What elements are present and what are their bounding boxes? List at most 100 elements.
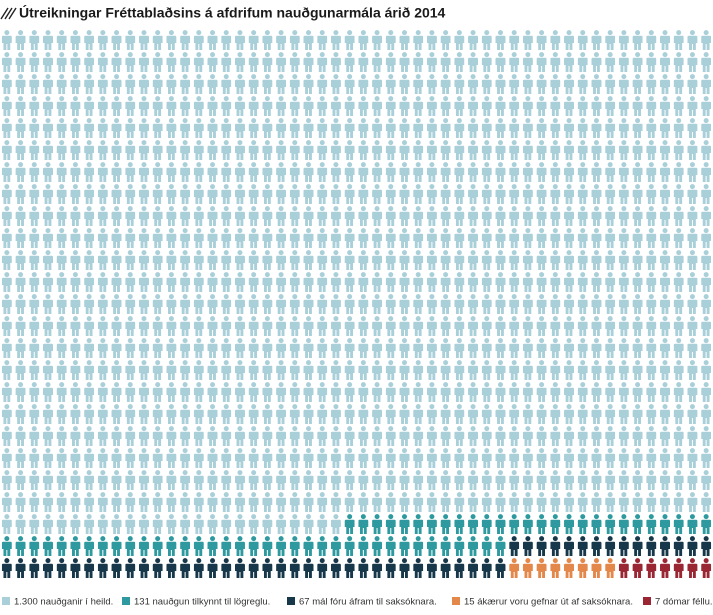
- person-icon: [138, 492, 149, 512]
- person-icon: [207, 272, 218, 292]
- person-icon: [152, 140, 163, 160]
- person-icon: [550, 272, 561, 292]
- person-icon: [426, 448, 437, 468]
- person-icon: [221, 404, 232, 424]
- person-icon: [70, 426, 81, 446]
- person-icon: [276, 118, 287, 138]
- person-icon: [591, 96, 602, 116]
- person-icon: [440, 184, 451, 204]
- person-icon: [468, 382, 479, 402]
- person-icon: [180, 272, 191, 292]
- person-icon: [180, 514, 191, 534]
- person-icon: [70, 272, 81, 292]
- person-icon: [481, 272, 492, 292]
- person-icon: [618, 558, 629, 578]
- person-icon: [481, 74, 492, 94]
- person-icon: [152, 470, 163, 490]
- person-icon: [385, 118, 396, 138]
- person-icon: [303, 30, 314, 50]
- person-icon: [701, 338, 712, 358]
- person-icon: [522, 228, 533, 248]
- person-icon: [454, 184, 465, 204]
- person-icon: [687, 448, 698, 468]
- person-icon: [495, 184, 506, 204]
- person-icon: [358, 52, 369, 72]
- person-icon: [56, 448, 67, 468]
- person-icon: [166, 184, 177, 204]
- person-icon: [495, 118, 506, 138]
- person-icon: [426, 250, 437, 270]
- person-icon: [84, 558, 95, 578]
- person-icon: [56, 536, 67, 556]
- person-icon: [618, 382, 629, 402]
- person-icon: [262, 404, 273, 424]
- person-icon: [522, 492, 533, 512]
- person-icon: [262, 360, 273, 380]
- person-icon: [701, 536, 712, 556]
- person-icon: [289, 184, 300, 204]
- person-icon: [372, 74, 383, 94]
- person-icon: [56, 184, 67, 204]
- person-icon: [591, 448, 602, 468]
- person-icon: [125, 96, 136, 116]
- person-icon: [413, 228, 424, 248]
- person-icon: [522, 316, 533, 336]
- person-icon: [687, 536, 698, 556]
- person-icon: [125, 184, 136, 204]
- person-icon: [605, 382, 616, 402]
- person-icon: [495, 514, 506, 534]
- person-icon: [207, 404, 218, 424]
- person-icon: [97, 360, 108, 380]
- person-icon: [577, 382, 588, 402]
- person-icon: [234, 228, 245, 248]
- person-icon: [426, 426, 437, 446]
- person-icon: [522, 52, 533, 72]
- person-icon: [317, 250, 328, 270]
- person-icon: [262, 228, 273, 248]
- person-icon: [413, 184, 424, 204]
- person-icon: [426, 184, 437, 204]
- person-icon: [550, 492, 561, 512]
- person-icon: [15, 360, 26, 380]
- person-icon: [303, 118, 314, 138]
- person-icon: [289, 74, 300, 94]
- person-icon: [56, 360, 67, 380]
- person-icon: [111, 140, 122, 160]
- person-icon: [138, 30, 149, 50]
- person-icon: [468, 272, 479, 292]
- person-icon: [344, 96, 355, 116]
- person-icon: [221, 492, 232, 512]
- person-icon: [317, 162, 328, 182]
- person-icon: [591, 118, 602, 138]
- person-icon: [646, 536, 657, 556]
- person-icon: [344, 316, 355, 336]
- person-icon: [687, 316, 698, 336]
- person-icon: [426, 52, 437, 72]
- person-icon: [152, 558, 163, 578]
- person-icon: [97, 206, 108, 226]
- person-icon: [344, 250, 355, 270]
- person-icon: [536, 118, 547, 138]
- person-icon: [399, 492, 410, 512]
- person-icon: [138, 96, 149, 116]
- person-icon: [440, 206, 451, 226]
- person-icon: [207, 382, 218, 402]
- person-icon: [358, 448, 369, 468]
- person-icon: [29, 470, 40, 490]
- person-icon: [276, 294, 287, 314]
- person-icon: [577, 470, 588, 490]
- person-icon: [522, 250, 533, 270]
- person-icon: [413, 118, 424, 138]
- person-icon: [248, 140, 259, 160]
- person-icon: [42, 426, 53, 446]
- person-icon: [564, 382, 575, 402]
- person-icon: [440, 228, 451, 248]
- person-icon: [42, 382, 53, 402]
- person-icon: [180, 536, 191, 556]
- person-icon: [262, 206, 273, 226]
- person-icon: [97, 74, 108, 94]
- person-icon: [221, 316, 232, 336]
- person-icon: [248, 536, 259, 556]
- person-icon: [522, 118, 533, 138]
